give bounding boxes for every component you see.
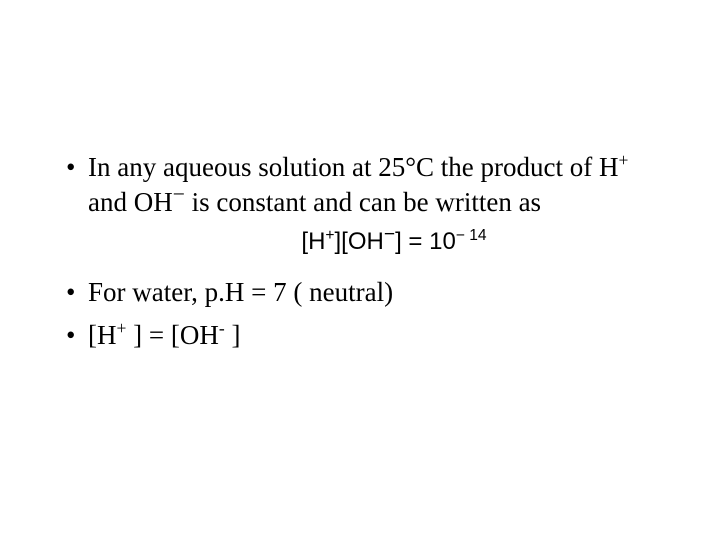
bullet-item-3: [H+ ] = [OH- ]: [60, 318, 660, 353]
eq-text-1: [H: [301, 228, 325, 255]
eq-text-2: ][OH: [335, 228, 384, 255]
eq-sup-3: − 14: [456, 227, 487, 244]
b3-text-2: ] = [OH: [126, 320, 218, 350]
bullet-item-2: For water, p.H = 7 ( neutral): [60, 275, 660, 310]
bullet-item-1: In any aqueous solution at 25°C the prod…: [60, 150, 660, 257]
b1-text-1: In any aqueous solution at 25°C the prod…: [88, 152, 618, 182]
b2-text: For water, p.H = 7 ( neutral): [88, 277, 393, 307]
b1-text-2: and OH: [88, 187, 173, 217]
bullet-list: In any aqueous solution at 25°C the prod…: [60, 150, 660, 354]
b1-sup-1: +: [618, 150, 628, 170]
eq-text-3: ] = 10: [395, 228, 456, 255]
b3-text-3: ]: [225, 320, 241, 350]
equation-line: [H+][OH−] = 10− 14: [88, 226, 660, 257]
eq-sup-2: −: [384, 224, 395, 245]
b1-text-3: is constant and can be written as: [185, 187, 541, 217]
eq-sup-1: +: [325, 227, 334, 244]
b1-sup-2: −: [173, 182, 185, 206]
b3-text-1: [H: [88, 320, 117, 350]
b3-sup-1: +: [117, 318, 127, 338]
